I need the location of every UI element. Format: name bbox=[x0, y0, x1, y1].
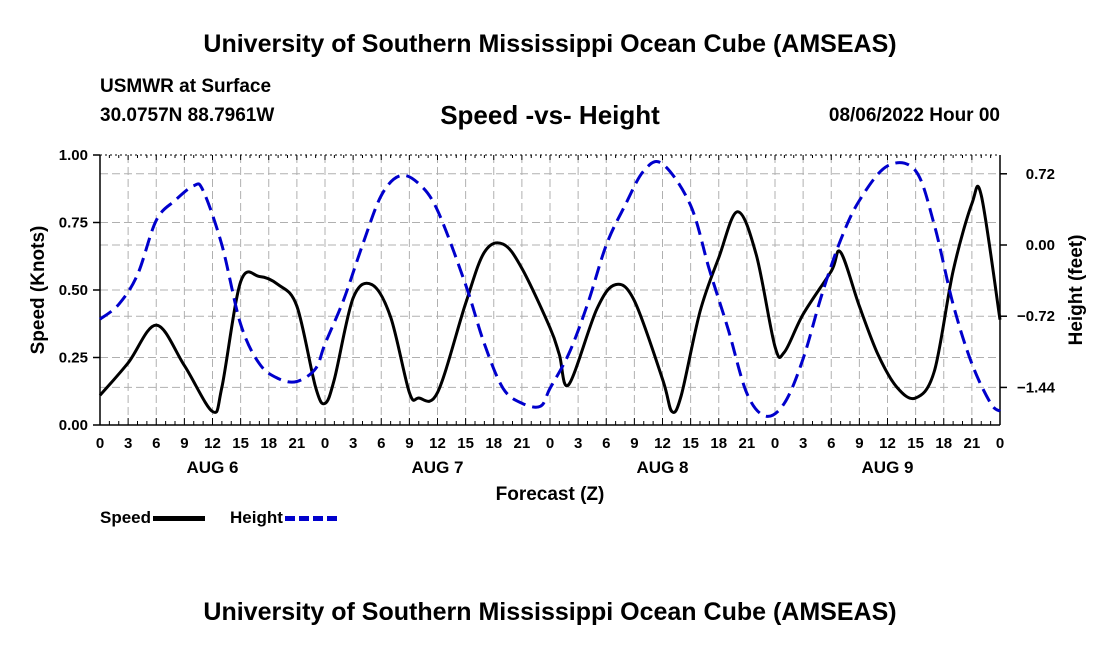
x-tick-label: 18 bbox=[935, 435, 952, 452]
y2-tick-label: −0.72 bbox=[1017, 308, 1055, 325]
chart-title: University of Southern Mississippi Ocean… bbox=[203, 30, 897, 58]
x-tick-label: 6 bbox=[602, 435, 610, 452]
speed-series-line bbox=[98, 184, 1002, 414]
legend-height-swatch bbox=[284, 515, 337, 521]
y-tick-label: 0.50 bbox=[59, 282, 88, 299]
station-label: USMWR at Surface bbox=[100, 76, 272, 97]
x-tick-label: 0 bbox=[771, 435, 779, 452]
x-tick-label: 18 bbox=[260, 435, 277, 452]
y-axis-title: Speed (Knots) bbox=[28, 226, 49, 355]
x-tick-label: 21 bbox=[964, 435, 981, 452]
legend-speed-swatch bbox=[153, 515, 206, 521]
y2-axis-title: Height (feet) bbox=[1066, 235, 1087, 346]
legend-height: Height bbox=[230, 508, 337, 528]
x-tick-label: 15 bbox=[682, 435, 699, 452]
y-tick-label: 0.25 bbox=[59, 350, 88, 367]
y-tick-label: 0.00 bbox=[59, 417, 88, 434]
footer-title: University of Southern Mississippi Ocean… bbox=[203, 598, 897, 626]
day-label: AUG 9 bbox=[862, 458, 914, 477]
x-tick-label: 3 bbox=[124, 435, 132, 452]
x-tick-label: 12 bbox=[429, 435, 446, 452]
chart-subtitle: Speed -vs- Height bbox=[440, 100, 660, 130]
legend-speed: Speed bbox=[100, 508, 206, 528]
x-tick-label: 21 bbox=[514, 435, 531, 452]
y-tick-label: 0.75 bbox=[59, 215, 88, 232]
x-tick-label: 9 bbox=[405, 435, 413, 452]
x-tick-label: 3 bbox=[574, 435, 582, 452]
day-label: AUG 8 bbox=[637, 458, 689, 477]
x-tick-label: 6 bbox=[377, 435, 385, 452]
x-tick-label: 6 bbox=[827, 435, 835, 452]
height-series-line bbox=[99, 160, 1001, 418]
x-tick-label: 12 bbox=[879, 435, 896, 452]
day-label: AUG 6 bbox=[187, 458, 239, 477]
x-tick-label: 6 bbox=[152, 435, 160, 452]
day-label: AUG 7 bbox=[412, 458, 464, 477]
legend-speed-label: Speed bbox=[100, 508, 152, 527]
y2-tick-label: 0.00 bbox=[1026, 237, 1055, 254]
x-tick-label: 0 bbox=[996, 435, 1004, 452]
legend-height-label: Height bbox=[230, 508, 283, 527]
x-tick-label: 12 bbox=[204, 435, 221, 452]
x-tick-label: 15 bbox=[457, 435, 474, 452]
y-tick-label: 1.00 bbox=[59, 147, 88, 164]
x-tick-label: 0 bbox=[546, 435, 554, 452]
x-tick-label: 3 bbox=[349, 435, 357, 452]
x-tick-label: 18 bbox=[485, 435, 502, 452]
y2-tick-label: −1.44 bbox=[1017, 379, 1056, 396]
y2-tick-label: 0.72 bbox=[1026, 166, 1055, 183]
x-tick-label: 0 bbox=[96, 435, 104, 452]
x-tick-label: 9 bbox=[180, 435, 188, 452]
x-tick-label: 9 bbox=[630, 435, 638, 452]
x-tick-label: 12 bbox=[654, 435, 671, 452]
x-tick-label: 15 bbox=[232, 435, 249, 452]
coordinates-label: 30.0757N 88.7961W bbox=[100, 105, 275, 126]
x-tick-label: 0 bbox=[321, 435, 329, 452]
x-tick-label: 21 bbox=[739, 435, 756, 452]
x-tick-label: 15 bbox=[907, 435, 924, 452]
speed-height-chart: 0 3 6 9 12 15 18 21 0 3 6 9 12 15 18 21 0 3 6 9 12 15 18 21 0 3 6 9… bbox=[28, 147, 1087, 505]
forecast-datetime: 08/06/2022 Hour 00 bbox=[828, 105, 1000, 126]
x-tick-label: 21 bbox=[289, 435, 306, 452]
x-tick-label: 9 bbox=[855, 435, 863, 452]
x-tick-label: 3 bbox=[799, 435, 807, 452]
x-axis-title: Forecast (Z) bbox=[496, 484, 605, 505]
x-tick-label: 18 bbox=[710, 435, 727, 452]
